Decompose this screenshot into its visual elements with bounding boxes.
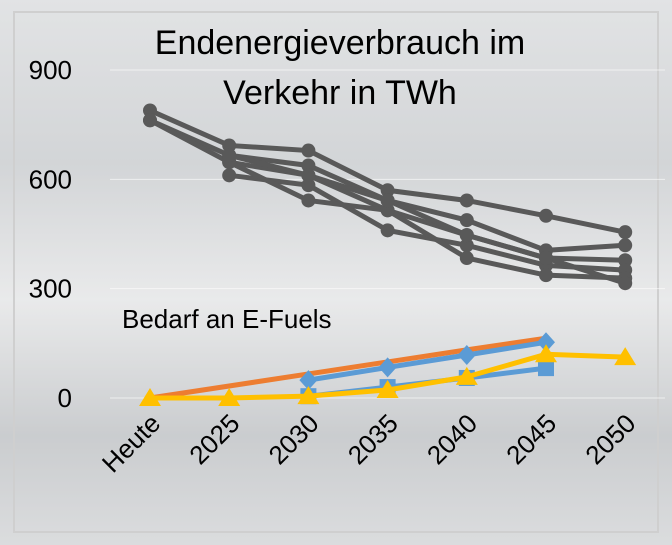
point: [460, 251, 474, 265]
point: [222, 148, 236, 162]
point: [460, 228, 474, 242]
page: 0300600900Heute202520302035204020452050B…: [0, 0, 672, 545]
point: [301, 144, 315, 158]
point: [539, 251, 553, 265]
y-tick-label: 600: [29, 164, 72, 194]
point: [618, 238, 632, 252]
point: [538, 360, 554, 376]
y-tick-label: 0: [58, 383, 72, 413]
y-tick-label: 300: [29, 274, 72, 304]
point: [539, 209, 553, 223]
annotation: Bedarf an E-Fuels: [122, 304, 332, 334]
point: [618, 225, 632, 239]
point: [539, 268, 553, 282]
point: [301, 168, 315, 182]
point: [381, 193, 395, 207]
point: [460, 193, 474, 207]
point: [301, 193, 315, 207]
chart-title: Endenergieverbrauch im Verkehr in TWh: [100, 18, 580, 118]
point: [222, 168, 236, 182]
point: [618, 276, 632, 290]
point: [460, 213, 474, 227]
point: [381, 223, 395, 237]
y-tick-label: 900: [29, 55, 72, 85]
